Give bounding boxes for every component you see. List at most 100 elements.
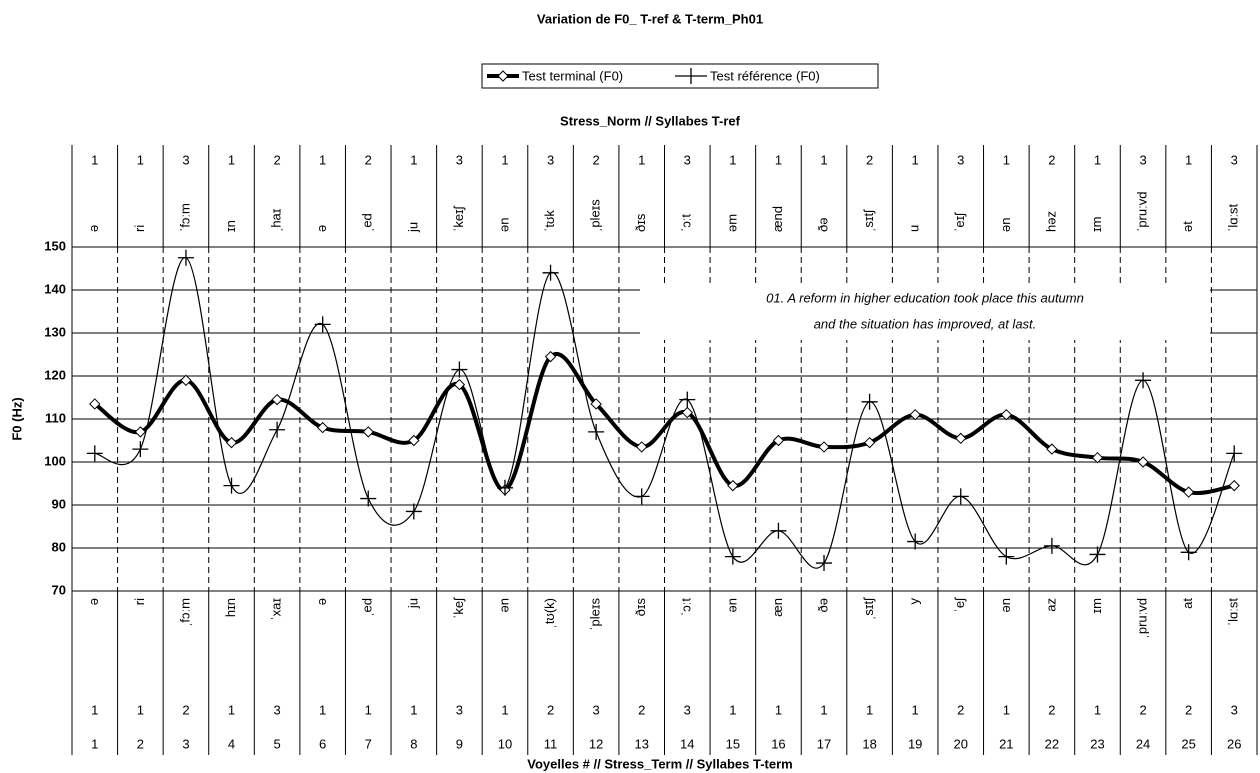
top-stress: 1 (1094, 152, 1101, 167)
x-tick-label: 1 (91, 736, 98, 751)
plus-marker (132, 441, 149, 458)
bottom-syllable: hɪn (223, 598, 238, 617)
diamond-marker (1137, 456, 1149, 468)
bottom-stress: 2 (1185, 702, 1192, 717)
x-tick-label: 11 (544, 736, 558, 751)
top-syllable: u (907, 225, 922, 232)
top-stress: 3 (547, 152, 554, 167)
plus-marker (405, 503, 422, 520)
top-stress: 3 (684, 152, 691, 167)
y-tick-label: 90 (52, 496, 66, 511)
bottom-syllable: at (1180, 598, 1195, 609)
diamond-marker (1228, 479, 1240, 492)
bottom-syllable: ɪm (1089, 598, 1104, 613)
chart-title: Variation de F0_ T-ref & T-term_Ph01 (537, 11, 763, 26)
diamond-marker (1182, 486, 1195, 498)
x-tick-label: 8 (410, 736, 417, 751)
diamond-marker (636, 441, 648, 453)
top-stress: 1 (228, 152, 235, 167)
plus-marker (861, 393, 878, 410)
bottom-stress: 1 (820, 702, 827, 717)
plus-marker (907, 533, 924, 550)
plus-marker (269, 421, 286, 438)
top-syllable: ˌhaɪ (269, 208, 284, 232)
diamond-marker (590, 398, 602, 410)
diamond-marker (1000, 408, 1013, 421)
diamond-marker (909, 408, 921, 421)
bottom-stress: 1 (137, 702, 144, 717)
x-tick-label: 12 (589, 736, 603, 751)
x-tick-label: 6 (319, 736, 326, 751)
top-stress: 1 (501, 152, 508, 167)
plus-marker (451, 361, 468, 378)
x-tick-label: 25 (1181, 736, 1195, 751)
plus-marker (1135, 372, 1152, 389)
bottom-syllable: ˈpleɪs (588, 598, 603, 631)
x-tick-label: 7 (365, 736, 372, 751)
top-stress: 3 (456, 152, 463, 167)
x-tick-label: 4 (228, 736, 235, 751)
top-stress: 2 (1048, 152, 1055, 167)
bottom-syllable: ˈlɑːst (1226, 598, 1241, 627)
plus-marker (1180, 544, 1197, 561)
diamond-marker (681, 406, 693, 419)
bottom-stress: 3 (593, 702, 600, 717)
bottom-stress: 3 (684, 702, 691, 717)
diamond-marker (1091, 451, 1104, 464)
x-tick-label: 9 (456, 736, 463, 751)
plus-marker (588, 423, 605, 440)
legend-label: Test référence (F0) (710, 68, 820, 83)
diamond-marker (225, 436, 238, 449)
x-tick-label: 22 (1045, 736, 1059, 751)
top-syllable: həz (1043, 211, 1058, 232)
bottom-syllable: ju (405, 598, 420, 609)
bottom-stress: 2 (1048, 702, 1055, 717)
diamond-marker (544, 350, 557, 363)
top-stress: 2 (866, 152, 873, 167)
top-syllable: ət (1180, 221, 1195, 232)
bottom-stress: 2 (547, 702, 554, 717)
x-tick-label: 14 (680, 736, 694, 751)
top-stress: 3 (957, 152, 964, 167)
bottom-stress: 1 (775, 702, 782, 717)
plus-marker (770, 522, 787, 539)
diamond-marker (180, 374, 192, 387)
diamond-marker (134, 426, 147, 438)
bottom-syllable: az (1043, 598, 1058, 612)
diamond-marker (863, 436, 876, 449)
annotation: and the situation has improved, at last. (814, 316, 1037, 331)
diamond-marker (955, 432, 967, 445)
top-syllable: ˌsɪtʃ (861, 209, 876, 232)
x-tick-label: 15 (726, 736, 740, 751)
bottom-syllable: ə (86, 598, 101, 605)
y-axis-label: F0 (Hz) (9, 397, 24, 440)
bottom-stress: 1 (1003, 702, 1010, 717)
top-syllable: ˈɔːt (679, 214, 694, 232)
diamond-marker (772, 434, 785, 447)
plus-marker (86, 445, 103, 462)
bottom-syllable: ˈkeʃ (451, 597, 466, 619)
bottom-syllable: ˌfɔːm (177, 598, 192, 627)
top-syllable: ən (998, 218, 1013, 232)
x-tick-label: 19 (908, 736, 922, 751)
legend-marker (497, 70, 509, 82)
top-stress: 1 (912, 152, 919, 167)
y-tick-label: 140 (44, 281, 66, 296)
x-tick-label: 3 (182, 736, 189, 751)
x-tick-label: 13 (634, 736, 648, 751)
top-syllable: əm (724, 214, 739, 232)
top-stress: 1 (137, 152, 144, 167)
x-tick-label: 2 (137, 736, 144, 751)
plus-marker (223, 477, 240, 494)
plus-marker (633, 488, 650, 505)
top-stress: 1 (729, 152, 736, 167)
top-syllable: ðə (815, 218, 830, 232)
top-syllable: ri (132, 225, 147, 232)
top-stress: 3 (182, 152, 189, 167)
bottom-syllable: ˌsɪtʃ (861, 597, 876, 620)
top-syllable: ðɪs (633, 213, 648, 232)
bottom-stress: 3 (273, 702, 280, 717)
bottom-syllable: ən (724, 598, 739, 612)
bottom-stress: 2 (638, 702, 645, 717)
